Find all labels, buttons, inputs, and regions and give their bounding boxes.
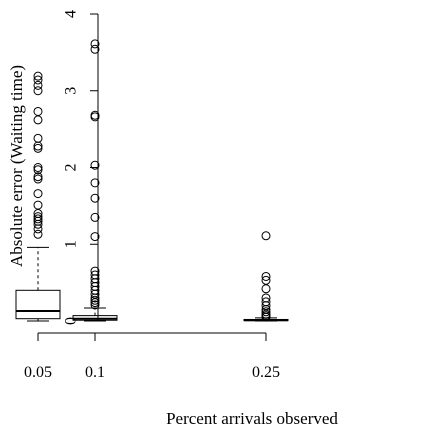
outlier-point: [90, 178, 100, 188]
outlier-point: [33, 189, 43, 199]
outlier-point: [90, 193, 100, 203]
outlier-point: [261, 312, 271, 322]
box-0.25: [243, 231, 289, 322]
outlier-point: [33, 229, 43, 239]
outlier-point: [33, 163, 43, 172]
y-tick-label: 4: [63, 10, 80, 18]
outlier-point: [33, 224, 43, 234]
outlier-point: [33, 219, 43, 229]
outlier-point: [90, 293, 100, 303]
outlier-point: [261, 284, 271, 294]
x-axis: 0.05 0.1 0.25: [24, 332, 280, 381]
outlier-point: [33, 174, 43, 184]
outlier-point: [90, 44, 100, 54]
outlier-point: [90, 298, 100, 308]
outlier-point: [33, 80, 43, 90]
iqr-box: [15, 289, 61, 320]
outlier-point: [261, 271, 271, 281]
y-tick-label: 1: [63, 240, 80, 248]
outlier-point: [33, 172, 43, 182]
outlier-point: [90, 112, 100, 122]
box-0.05: [15, 71, 61, 322]
outlier-point: [33, 165, 43, 175]
y-tick-label: 3: [63, 87, 80, 95]
x-tick-label: 0.05: [24, 364, 52, 381]
box-0.1: [72, 39, 118, 322]
outlier-point: [33, 200, 43, 210]
outlier-point: [90, 160, 100, 170]
outlier-point: [90, 295, 100, 305]
outlier-point: [90, 39, 100, 49]
outlier-point: [33, 141, 43, 151]
x-tick-label: 0.1: [85, 364, 105, 381]
outlier-point: [261, 307, 271, 317]
outlier-point: [90, 232, 100, 242]
plot-area: [15, 39, 289, 322]
y-tick-label: 0: [63, 317, 80, 325]
outlier-point: [261, 231, 271, 241]
outlier-point: [33, 115, 43, 125]
outlier-point: [33, 106, 43, 116]
outlier-point: [33, 143, 43, 153]
outlier-point: [33, 86, 43, 96]
outlier-point: [33, 214, 43, 224]
x-tick-label: 0.25: [252, 364, 280, 381]
outlier-point: [90, 300, 100, 310]
outlier-point: [33, 75, 43, 85]
y-axis-title: Absolute error (Waiting time): [7, 65, 26, 267]
x-axis-title: Percent arrivals observed: [166, 409, 338, 428]
outlier-point: [33, 71, 43, 81]
outlier-point: [33, 133, 43, 143]
outlier-point: [90, 212, 100, 222]
y-tick-label: 2: [63, 164, 80, 172]
